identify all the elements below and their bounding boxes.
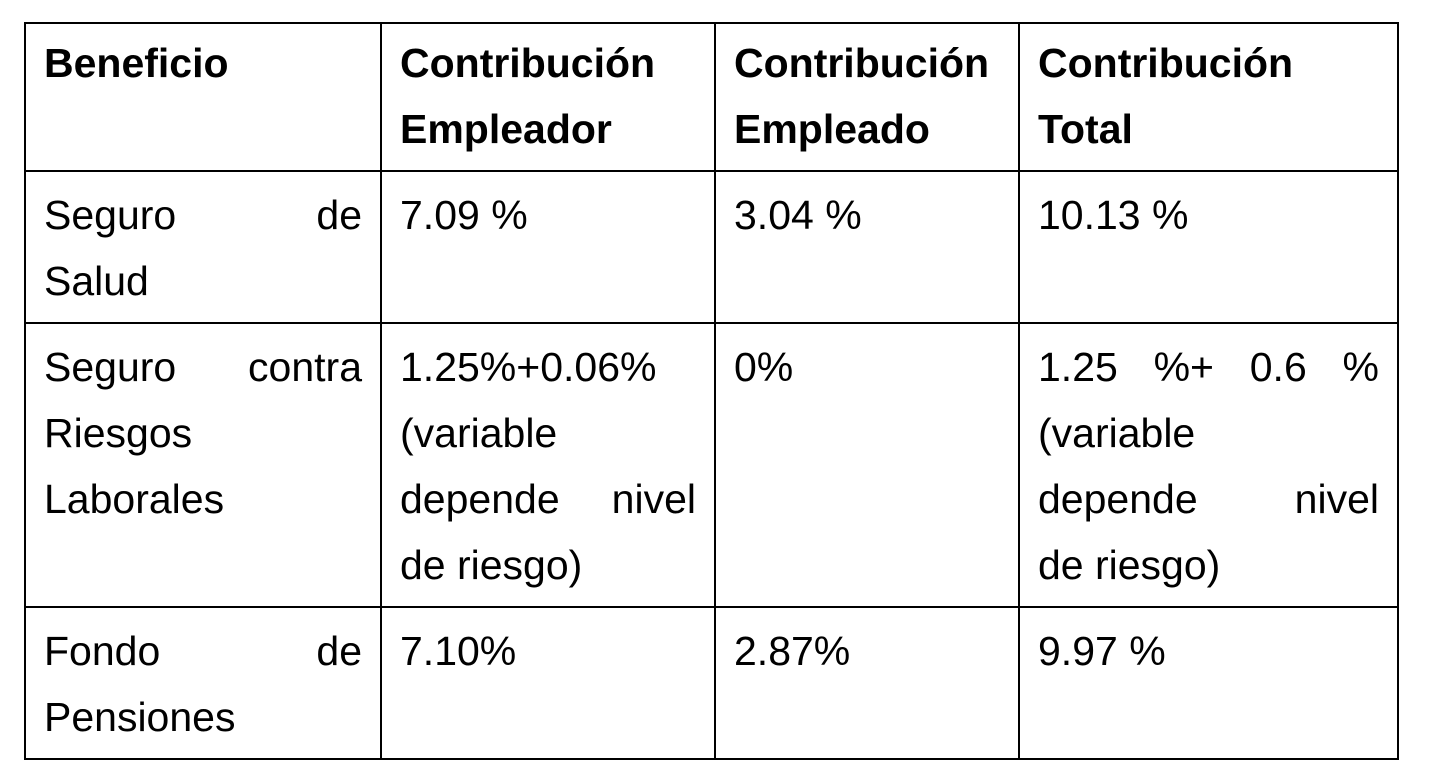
word: nivel <box>611 476 696 522</box>
header-contribucion-total: Contribución Total <box>1018 22 1399 172</box>
header-text: Contribución <box>1038 40 1294 86</box>
cell-line: 1.25%+0.06% <box>400 344 657 390</box>
cell-line: 3.04 % <box>734 192 862 238</box>
cell-total: 9.97 % <box>1018 606 1399 760</box>
word: depende <box>1038 476 1198 522</box>
cell-line: 0% <box>734 344 794 390</box>
cell-line: 7.09 % <box>400 192 528 238</box>
cell-line-justified: Seguro de <box>44 182 362 248</box>
cell-line: Salud <box>44 258 149 304</box>
word: 0.6 <box>1249 344 1307 390</box>
cell-empleado: 0% <box>714 322 1020 608</box>
word: Seguro <box>44 192 177 238</box>
header-text: Total <box>1038 106 1133 152</box>
word: Seguro <box>44 344 177 390</box>
cell-line: de riesgo) <box>400 542 583 588</box>
contribution-table: Beneficio Contribución Empleador Contrib… <box>24 22 1399 760</box>
cell-empleador: 7.09 % <box>380 170 716 324</box>
header-beneficio: Beneficio <box>24 22 382 172</box>
cell-line: (variable <box>1038 410 1196 456</box>
table-row: Fondo de Pensiones 7.10% 2.87% 9.97 % <box>24 606 1399 760</box>
cell-line: 10.13 % <box>1038 192 1189 238</box>
cell-beneficio: Seguro de Salud <box>24 170 382 324</box>
cell-line: 9.97 % <box>1038 628 1166 674</box>
cell-empleado: 2.87% <box>714 606 1020 760</box>
cell-line-justified: Seguro contra <box>44 334 362 400</box>
cell-line: (variable <box>400 410 558 456</box>
word: contra <box>248 344 362 390</box>
cell-line: Riesgos <box>44 410 193 456</box>
cell-empleador: 7.10% <box>380 606 716 760</box>
word: depende <box>400 476 560 522</box>
cell-line: 2.87% <box>734 628 851 674</box>
header-text: Beneficio <box>44 40 229 86</box>
header-contribucion-empleador: Contribución Empleador <box>380 22 716 172</box>
cell-line: Laborales <box>44 476 225 522</box>
word: %+ <box>1153 344 1214 390</box>
cell-total: 1.25 %+ 0.6 % (variable depende nivel de… <box>1018 322 1399 608</box>
cell-total: 10.13 % <box>1018 170 1399 324</box>
word: 1.25 <box>1038 344 1118 390</box>
header-text: Empleado <box>734 106 930 152</box>
cell-line-justified: Fondo de <box>44 618 362 684</box>
cell-line-justified: depende nivel <box>1038 466 1379 532</box>
word: Fondo <box>44 628 161 674</box>
word: nivel <box>1294 476 1379 522</box>
table-row: Seguro contra Riesgos Laborales 1.25%+0.… <box>24 322 1399 608</box>
cell-empleador: 1.25%+0.06% (variable depende nivel de r… <box>380 322 716 608</box>
cell-line: 7.10% <box>400 628 517 674</box>
table-row: Seguro de Salud 7.09 % 3.04 % 10.13 % <box>24 170 1399 324</box>
word: de <box>316 192 362 238</box>
cell-line: Pensiones <box>44 694 236 740</box>
table-header-row: Beneficio Contribución Empleador Contrib… <box>24 22 1399 172</box>
cell-line-justified: depende nivel <box>400 466 696 532</box>
word: de <box>316 628 362 674</box>
cell-empleado: 3.04 % <box>714 170 1020 324</box>
cell-beneficio: Seguro contra Riesgos Laborales <box>24 322 382 608</box>
cell-line: de riesgo) <box>1038 542 1221 588</box>
header-text: Empleador <box>400 106 612 152</box>
word: % <box>1342 344 1379 390</box>
cell-beneficio: Fondo de Pensiones <box>24 606 382 760</box>
header-text: Contribución <box>400 40 656 86</box>
header-text: Contribución <box>734 40 990 86</box>
header-contribucion-empleado: Contribución Empleado <box>714 22 1020 172</box>
cell-line-justified: 1.25 %+ 0.6 % <box>1038 334 1379 400</box>
